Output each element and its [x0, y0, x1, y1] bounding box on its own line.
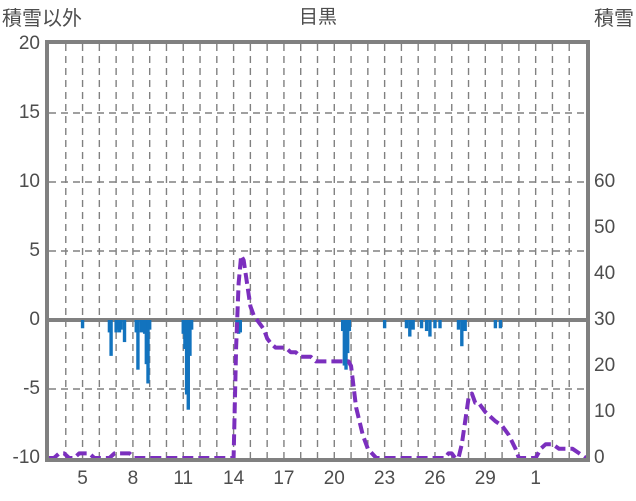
right-tick-10: 10 — [594, 401, 616, 422]
right-tick-20: 20 — [594, 355, 616, 376]
x-tick-1: 1 — [530, 468, 541, 489]
left-tick-15: 15 — [18, 102, 40, 123]
x-tick-14: 14 — [223, 468, 245, 489]
x-tick-29: 29 — [474, 468, 496, 489]
plot-area — [45, 40, 590, 462]
x-tick-17: 17 — [273, 468, 295, 489]
x-tick-20: 20 — [323, 468, 345, 489]
left-tick-20: 20 — [18, 33, 40, 54]
snow-depth-line — [49, 253, 586, 458]
x-tick-23: 23 — [374, 468, 396, 489]
right-axis-title: 積雪 — [594, 8, 634, 30]
chart-canvas — [49, 44, 586, 458]
page-title: 目黒 — [298, 7, 337, 28]
right-tick-0: 0 — [594, 447, 605, 468]
left-tick-0: 0 — [29, 309, 40, 330]
right-tick-40: 40 — [594, 263, 616, 284]
precip-bar-series — [80, 320, 503, 410]
right-tick-60: 60 — [594, 171, 616, 192]
x-tick-8: 8 — [127, 468, 139, 489]
left-axis-title: 積雪以外 — [2, 8, 82, 30]
x-tick-26: 26 — [424, 468, 446, 489]
right-tick-50: 50 — [594, 217, 616, 238]
x-tick-11: 11 — [173, 468, 194, 489]
x-tick-5: 5 — [77, 468, 88, 489]
gridlines — [49, 44, 586, 458]
left-tick-neg5: -5 — [23, 378, 40, 399]
right-tick-30: 30 — [594, 309, 616, 330]
left-tick-neg10: -10 — [12, 447, 40, 468]
left-tick-5: 5 — [29, 240, 40, 261]
plot-inner — [49, 44, 586, 458]
left-tick-10: 10 — [18, 171, 40, 192]
